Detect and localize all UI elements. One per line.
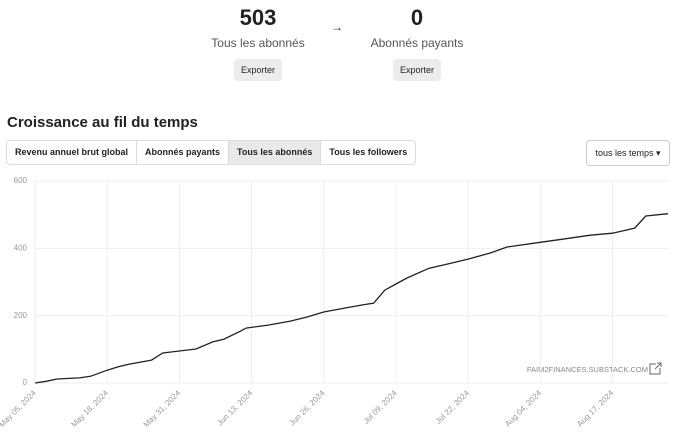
x-tick-label: Aug 04, 2024 [503,388,543,428]
stat-value: 503 [239,5,277,30]
export-button[interactable]: Exporter [234,59,282,81]
x-tick-label: Jul 09, 2024 [362,388,400,426]
y-tick-label: 0 [23,378,28,387]
tab-bar: Revenu annuel brut global Abonnés payants… [6,140,417,165]
x-tick-label: Jun 13, 2024 [215,388,254,427]
period-dropdown[interactable]: tous les temps ▾ [586,140,670,166]
x-tick-label: Aug 17, 2024 [575,388,615,428]
x-tick-label: May 18, 2024 [69,388,110,429]
x-tick-label: May 05, 2024 [0,388,38,429]
annotation: FAIM2FINANCES.SUBSTACK.COM [527,365,648,374]
export-button[interactable]: Exporter [393,59,441,81]
arrow-icon: → [331,20,343,34]
x-tick-label: Jul 22, 2024 [434,388,472,426]
stat-value: 0 [410,5,424,30]
tab[interactable]: Abonnés payants [137,141,230,164]
y-tick-label: 200 [14,311,28,320]
y-tick-label: 400 [14,243,28,252]
section-title: Croissance au fil du temps [7,114,198,131]
line [34,213,669,384]
stat-label: Tous les abonnés [211,36,305,50]
dropdown-label: tous les temps [595,148,654,158]
y-tick-label: 600 [14,176,28,185]
tab[interactable]: Tous les followers [329,147,408,157]
tab[interactable]: Revenu annuel brut global [7,141,138,164]
x-tick-label: Jun 26, 2024 [288,388,327,427]
x-tick-label: May 31, 2024 [142,388,183,429]
tab[interactable]: Tous les abonnés [229,141,322,164]
external-link-icon [649,362,662,375]
stat-label: Abonnés payants [370,36,464,50]
